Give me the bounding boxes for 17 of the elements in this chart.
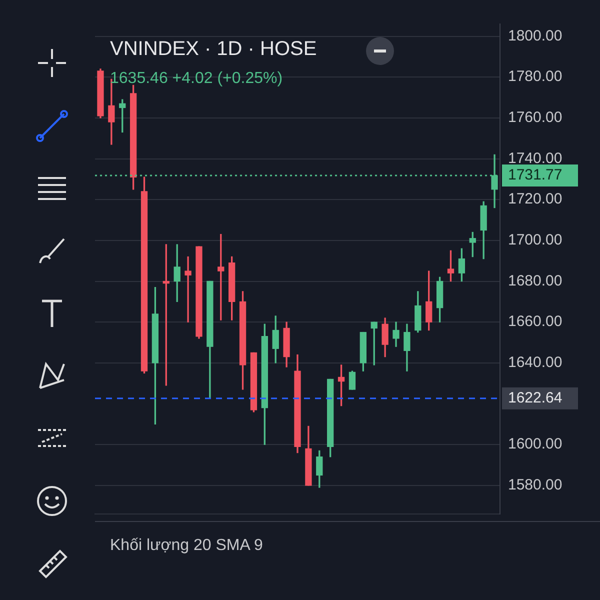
- y-tick-label: 1800.00: [508, 27, 562, 44]
- y-tick-label: 1760.00: [508, 109, 562, 126]
- ref-line-label: 1622.64: [508, 390, 562, 406]
- y-tick-label: 1640.00: [508, 354, 562, 372]
- text: 1635.46 +4.02 (+0.25%): [110, 70, 283, 88]
- y-tick-label: 1740.00: [508, 150, 562, 167]
- y-tick-label: 1780.00: [508, 68, 562, 86]
- text: VNINDEX · 1D · HOSE: [110, 38, 317, 61]
- y-tick-label: 1720.00: [508, 190, 562, 208]
- text: Khối lượng 20 SMA 9: [110, 537, 263, 555]
- y-tick-label: 1660.00: [508, 313, 562, 330]
- candlestick: [184, 256, 192, 322]
- y-tick-label: 1680.00: [508, 272, 562, 290]
- ref-line-label: 1731.77: [508, 166, 562, 184]
- y-tick-label: 1580.00: [508, 476, 562, 494]
- y-tick-label: 1600.00: [508, 436, 562, 453]
- y-tick-label: 1700.00: [508, 232, 562, 249]
